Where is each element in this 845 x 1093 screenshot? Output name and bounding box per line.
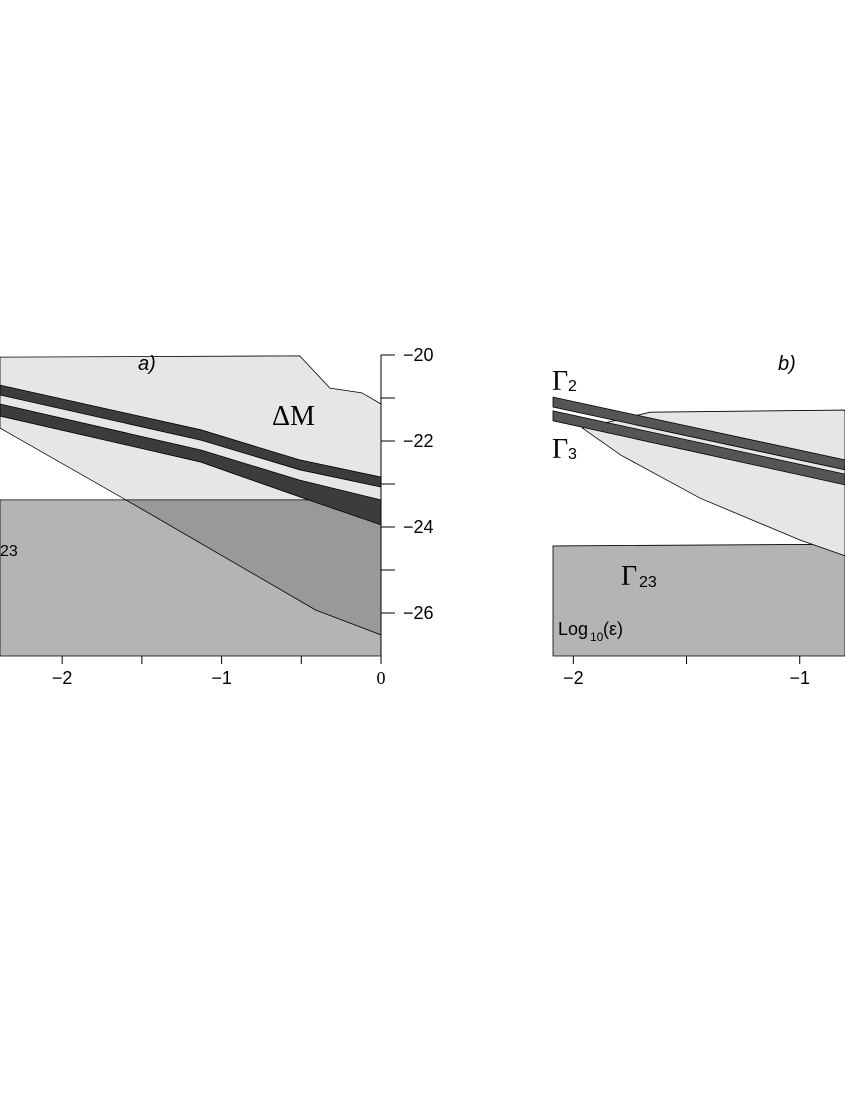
gamma-symbol: Γ [621, 561, 637, 592]
region [552, 543, 845, 657]
x-tick-label: 0 [377, 668, 386, 688]
x-tick-label: −1 [211, 668, 232, 688]
panel-label: a) [138, 353, 156, 375]
y2-tick-label: −20 [403, 345, 434, 365]
axis-label: (ε) [603, 619, 623, 639]
region-label: ΔM [272, 401, 315, 432]
y2-tick-label: −22 [403, 431, 434, 451]
x-tick-label: −2 [563, 668, 584, 688]
gamma-symbol: Γ [552, 434, 568, 465]
x-tick-label: −1 [789, 668, 810, 688]
x-tick-label: −2 [52, 668, 73, 688]
axis-label-subscript: 10 [590, 630, 604, 644]
y2-tick-label: −24 [403, 517, 434, 537]
gamma-symbol: Γ [552, 366, 568, 397]
gamma-subscript: 2 [568, 378, 577, 395]
region [552, 410, 845, 486]
panel-label: b) [778, 353, 796, 375]
region [552, 396, 845, 471]
axis-label: Log [558, 619, 588, 639]
gamma-subscript: 3 [568, 446, 577, 463]
region-label: 23 [0, 543, 18, 560]
gamma-subscript: 23 [639, 574, 657, 591]
y2-tick-label: −26 [403, 603, 434, 623]
